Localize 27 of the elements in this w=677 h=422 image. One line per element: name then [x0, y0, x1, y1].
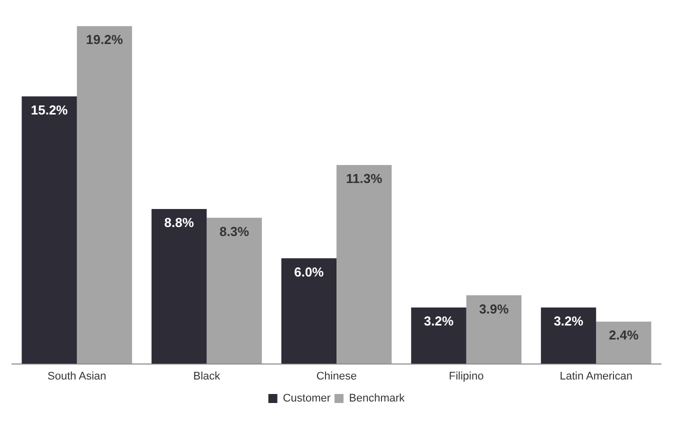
bar [540, 308, 596, 364]
x-tick-label: Latin American [560, 370, 632, 382]
bar [76, 26, 132, 364]
data-label: 3.2% [424, 314, 454, 329]
x-tick-label: South Asian [48, 370, 106, 382]
bar [466, 295, 522, 364]
x-tick-label: Black [193, 370, 221, 382]
bar [22, 96, 77, 364]
data-label: 2.4% [608, 328, 639, 343]
bar [336, 165, 392, 364]
data-label: 3.9% [479, 301, 510, 316]
data-label: 8.8% [164, 215, 194, 230]
bar [152, 209, 207, 364]
data-label: 3.2% [554, 314, 584, 329]
legend-label: Customer [282, 392, 331, 405]
x-tick-label: Filipino [448, 370, 484, 382]
data-label: 19.2% [86, 32, 124, 48]
legend-label: Benchmark [349, 392, 406, 405]
bar [411, 308, 466, 364]
bar [596, 322, 652, 364]
bar [206, 218, 262, 364]
data-label: 6.0% [294, 264, 324, 280]
data-label: 11.3% [346, 171, 383, 186]
data-label: 8.3% [219, 224, 250, 239]
x-tick-label: Chinese [316, 370, 357, 382]
bar [281, 258, 336, 364]
data-label: 15.2% [30, 102, 68, 118]
